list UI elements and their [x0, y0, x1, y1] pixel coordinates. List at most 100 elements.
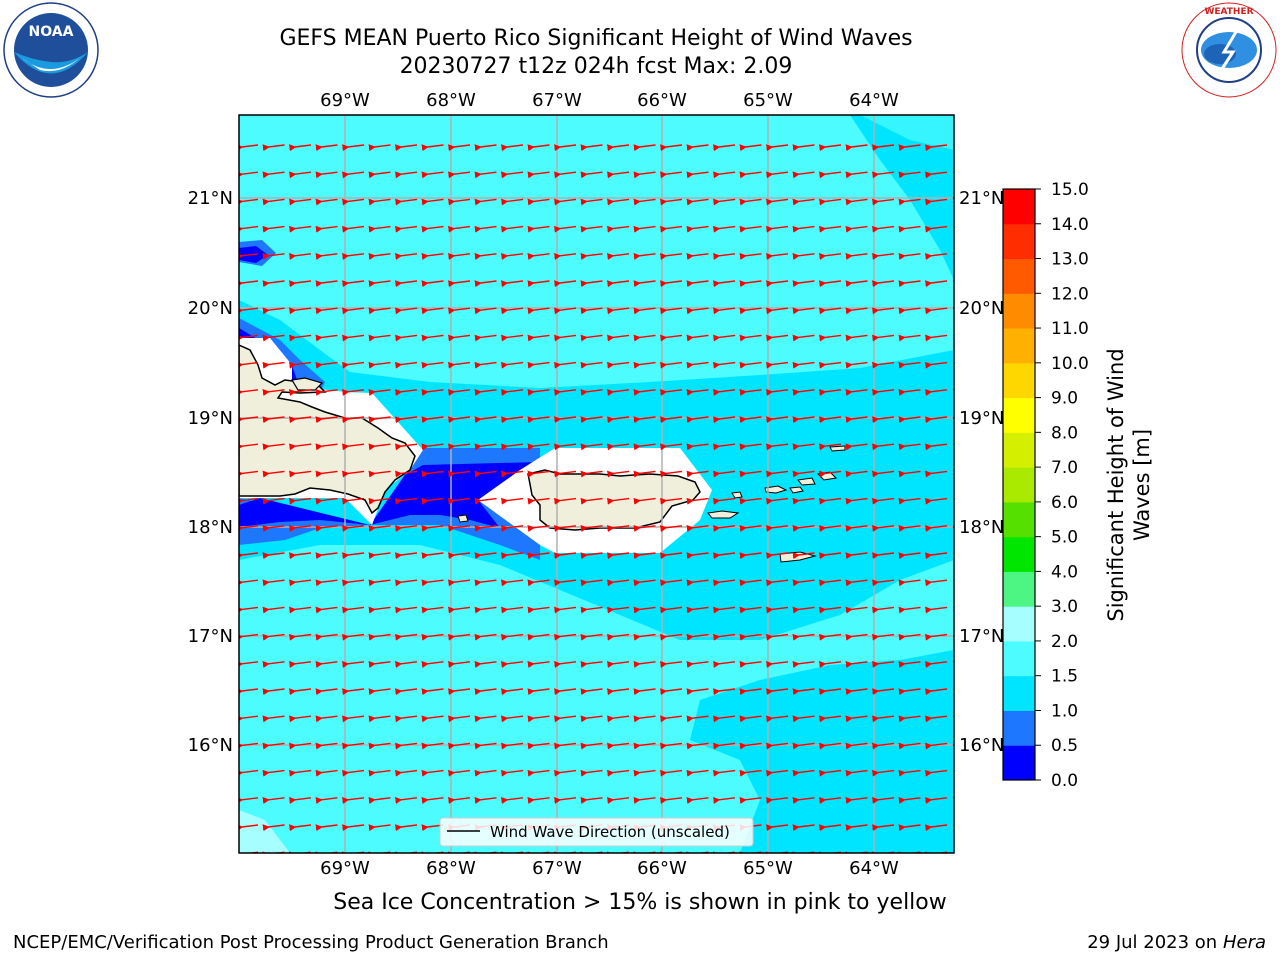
wave-direction-arrow: [633, 769, 656, 777]
wave-direction-arrow: [501, 606, 524, 614]
colorbar-band: [1003, 710, 1035, 746]
wave-direction-arrow: [792, 715, 815, 723]
wave-direction-arrow: [527, 361, 550, 369]
wave-direction-arrow: [262, 280, 285, 288]
wave-direction-arrow: [448, 171, 471, 179]
wave-direction-arrow: [686, 742, 709, 750]
lon-label-top-66w: 66°W: [637, 90, 687, 111]
wave-direction-arrow: [580, 307, 603, 315]
wave-direction-arrow: [686, 307, 709, 315]
wave-direction-arrow: [474, 742, 497, 750]
wave-direction-arrow: [898, 633, 921, 641]
wave-direction-arrow: [262, 525, 285, 532]
wave-direction-arrow: [845, 144, 868, 152]
colorbar-tick-label: 1.0: [1051, 701, 1078, 721]
wave-direction-arrow: [739, 606, 762, 614]
colorbar-tick-label: 3.0: [1051, 597, 1078, 617]
wave-direction-arrow: [580, 715, 603, 723]
colorbar-tick-label: 4.0: [1051, 562, 1078, 582]
wave-direction-arrow: [739, 443, 762, 451]
wave-direction-arrow: [448, 307, 471, 315]
land-culebra: [731, 491, 743, 499]
wave-direction-arrow: [421, 443, 444, 451]
wave-direction-arrow: [686, 334, 709, 342]
wave-direction-arrow: [368, 661, 391, 668]
wave-direction-arrow: [713, 389, 736, 396]
wave-direction-arrow: [315, 824, 338, 832]
wave-direction-arrow: [819, 470, 842, 478]
wave-direction-arrow: [898, 579, 921, 587]
wave-direction-arrow: [660, 307, 683, 315]
colorbar-tick-label: 5.0: [1051, 528, 1078, 548]
wave-direction-arrow: [474, 579, 497, 587]
wave-direction-arrow: [262, 416, 285, 424]
wave-direction-arrow: [368, 797, 391, 804]
wave-direction-arrow: [262, 389, 285, 396]
wave-direction-arrow: [342, 769, 365, 777]
wave-direction-arrow: [792, 443, 815, 451]
lat-label-left-16n: 16°N: [188, 735, 233, 756]
wave-direction-arrow: [342, 307, 365, 315]
map-area[interactable]: [239, 115, 954, 854]
wave-direction-arrow: [527, 307, 550, 315]
wave-direction-arrow: [315, 171, 338, 179]
wave-direction-arrow: [819, 443, 842, 451]
lat-label-left-19n: 19°N: [188, 408, 233, 429]
wave-direction-arrow: [262, 334, 285, 342]
footer-host: Hera: [1222, 932, 1266, 953]
wave-direction-arrow: [607, 769, 630, 777]
wave-direction-arrow: [501, 633, 524, 641]
wave-direction-arrow: [845, 334, 868, 342]
wave-direction-arrow: [501, 797, 524, 804]
wave-direction-arrow: [239, 769, 259, 777]
wave-direction-arrow: [448, 198, 471, 206]
wave-direction-arrow: [421, 769, 444, 777]
wave-direction-arrow: [315, 416, 338, 424]
wave-direction-arrow: [262, 552, 285, 560]
wave-direction-arrow: [713, 497, 736, 505]
colorbar-band: [1003, 536, 1035, 572]
wave-direction-arrow: [580, 389, 603, 396]
wave-direction-arrow: [527, 389, 550, 396]
wave-direction-arrow: [289, 579, 312, 587]
wave-direction-arrow: [448, 715, 471, 723]
wave-direction-arrow: [845, 525, 868, 532]
wave-direction-arrow: [925, 198, 948, 206]
wave-direction-arrow: [554, 198, 577, 206]
wave-direction-arrow: [607, 144, 630, 152]
lat-label-left-21n: 21°N: [188, 188, 233, 209]
wave-direction-arrow: [580, 198, 603, 206]
wave-direction-arrow: [395, 470, 418, 478]
wave-direction-arrow: [898, 606, 921, 614]
colorbar-tick-label: 14.0: [1051, 215, 1089, 235]
wave-direction-arrow: [633, 253, 656, 260]
wave-direction-arrow: [342, 797, 365, 804]
wave-direction-arrow: [474, 253, 497, 260]
wave-direction-arrow: [713, 688, 736, 696]
wave-direction-arrow: [315, 742, 338, 750]
wave-direction-arrow: [239, 280, 259, 288]
wave-direction-arrow: [239, 144, 259, 152]
wave-direction-arrow: [872, 715, 895, 723]
wave-direction-arrow: [368, 389, 391, 396]
wave-direction-arrow: [766, 824, 789, 832]
wave-direction-arrow: [739, 525, 762, 532]
wave-direction-arrow: [898, 253, 921, 260]
wave-direction-arrow: [474, 769, 497, 777]
wave-direction-arrow: [660, 525, 683, 532]
wave-direction-arrow: [554, 225, 577, 233]
wave-direction-arrow: [342, 416, 365, 424]
wave-direction-arrow: [766, 144, 789, 152]
wave-direction-arrow: [527, 253, 550, 260]
lon-label-bottom-68w: 68°W: [426, 858, 476, 879]
wave-direction-arrow: [819, 225, 842, 233]
wave-direction-arrow: [289, 824, 312, 832]
wave-direction-arrow: [368, 171, 391, 179]
wave-direction-arrow: [766, 715, 789, 723]
wave-direction-arrow: [686, 688, 709, 696]
wave-direction-arrow: [713, 552, 736, 560]
wave-direction-arrow: [289, 198, 312, 206]
wave-direction-arrow: [792, 225, 815, 233]
wave-direction-arrow: [792, 797, 815, 804]
wave-direction-arrow: [819, 633, 842, 641]
